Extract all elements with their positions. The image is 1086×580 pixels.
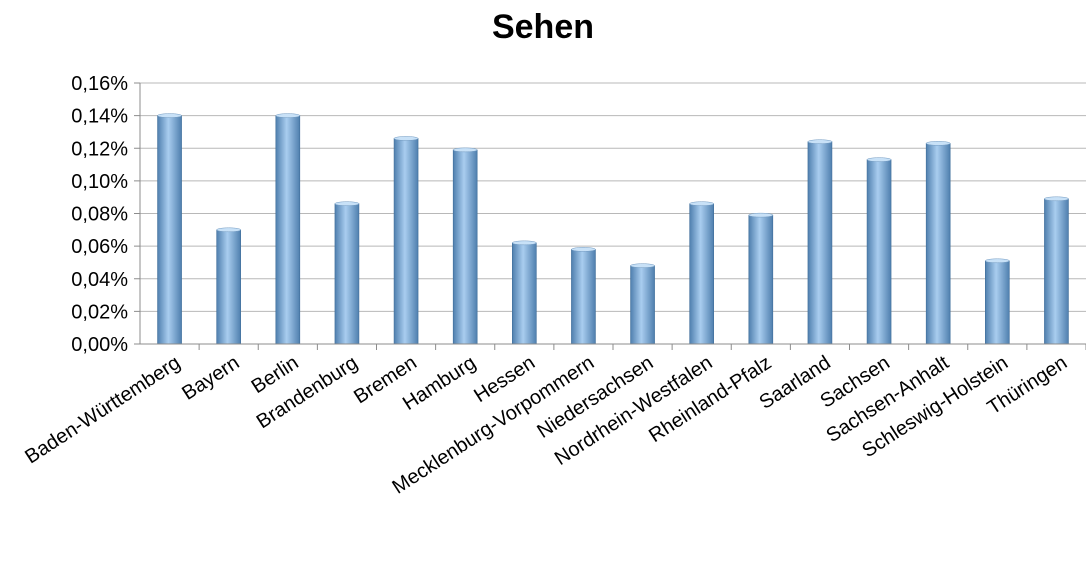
bar xyxy=(452,149,478,345)
bar-top xyxy=(157,113,182,118)
bar xyxy=(630,265,655,345)
bar xyxy=(157,115,182,345)
y-tick-label: 0,10% xyxy=(71,171,128,193)
axes xyxy=(134,82,1086,350)
y-tick-label: 0,04% xyxy=(71,269,128,291)
x-tick-label: Brandenburg xyxy=(253,352,362,433)
bar-top xyxy=(393,136,419,141)
bar xyxy=(689,203,714,345)
chart-title: Sehen xyxy=(491,8,595,46)
y-tick-label: 0,16% xyxy=(71,73,128,95)
y-tick-label: 0,14% xyxy=(71,106,128,128)
bar xyxy=(393,138,419,345)
bar-top xyxy=(512,240,537,246)
bar-top xyxy=(452,147,478,153)
bar xyxy=(985,260,1010,345)
bar xyxy=(1044,198,1069,345)
bar-top xyxy=(334,201,360,206)
bar xyxy=(275,115,301,345)
bar xyxy=(925,143,951,345)
bars xyxy=(157,113,1069,345)
bar xyxy=(866,159,892,345)
bar xyxy=(512,242,537,345)
bar-top xyxy=(571,247,596,252)
y-tick-label: 0,12% xyxy=(71,138,128,160)
bar xyxy=(216,229,241,345)
bar-top xyxy=(866,157,892,162)
bar-top xyxy=(1044,196,1069,202)
y-tick-label: 0,08% xyxy=(71,204,128,226)
y-tick-label: 0,00% xyxy=(71,334,128,356)
bar xyxy=(334,203,360,345)
bar xyxy=(571,249,596,345)
y-tick-label: 0,06% xyxy=(71,236,128,258)
x-tick-label: Bayern xyxy=(178,352,243,405)
bar xyxy=(807,141,833,345)
bar-top xyxy=(216,227,241,233)
bar-top xyxy=(807,139,833,144)
x-tick-label: Baden-Württemberg xyxy=(21,352,184,469)
bar-top xyxy=(689,201,714,206)
bar-top xyxy=(275,113,301,118)
bar-top xyxy=(985,258,1010,264)
bar-top xyxy=(925,141,951,146)
bar xyxy=(748,214,774,345)
bar-top xyxy=(630,263,655,268)
bar-top xyxy=(748,212,774,218)
y-tick-label: 0,02% xyxy=(71,301,128,323)
